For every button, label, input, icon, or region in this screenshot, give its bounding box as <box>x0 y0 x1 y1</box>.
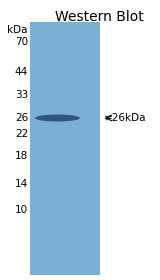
Text: 44: 44 <box>15 67 28 77</box>
Text: 14: 14 <box>15 179 28 189</box>
Bar <box>30 22 100 275</box>
Text: Western Blot: Western Blot <box>55 10 144 24</box>
Text: 33: 33 <box>15 90 28 100</box>
Text: 26: 26 <box>15 113 28 123</box>
Text: ≠26kDa: ≠26kDa <box>104 113 147 123</box>
Text: kDa: kDa <box>8 25 28 35</box>
Text: 70: 70 <box>15 37 28 47</box>
Text: 22: 22 <box>15 129 28 139</box>
Ellipse shape <box>35 115 80 122</box>
Text: 18: 18 <box>15 151 28 161</box>
Text: 10: 10 <box>15 205 28 215</box>
